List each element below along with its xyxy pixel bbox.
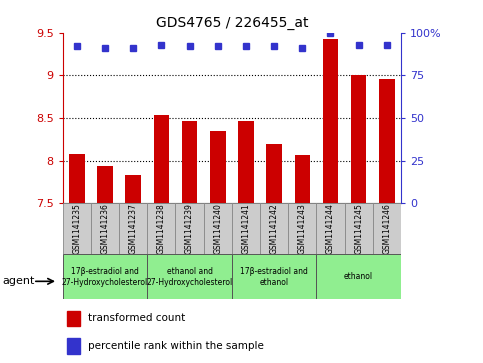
FancyBboxPatch shape — [344, 203, 373, 254]
Text: percentile rank within the sample: percentile rank within the sample — [88, 341, 264, 351]
Text: 17β-estradiol and
ethanol: 17β-estradiol and ethanol — [240, 267, 308, 287]
Bar — [210, 131, 226, 203]
Text: GSM1141243: GSM1141243 — [298, 203, 307, 254]
FancyBboxPatch shape — [147, 203, 175, 254]
FancyBboxPatch shape — [63, 254, 147, 299]
Text: GSM1141235: GSM1141235 — [72, 203, 81, 254]
Text: GSM1141242: GSM1141242 — [270, 203, 279, 254]
Bar — [182, 121, 198, 203]
FancyBboxPatch shape — [175, 203, 204, 254]
Bar — [351, 75, 367, 203]
FancyBboxPatch shape — [316, 254, 401, 299]
Bar — [238, 121, 254, 203]
Text: GSM1141236: GSM1141236 — [100, 203, 110, 254]
FancyBboxPatch shape — [316, 203, 344, 254]
Bar — [69, 154, 85, 203]
Bar — [97, 166, 113, 203]
Bar — [126, 175, 141, 203]
FancyBboxPatch shape — [232, 203, 260, 254]
Text: GSM1141246: GSM1141246 — [383, 203, 391, 254]
Title: GDS4765 / 226455_at: GDS4765 / 226455_at — [156, 16, 308, 30]
FancyBboxPatch shape — [232, 254, 316, 299]
FancyBboxPatch shape — [288, 203, 316, 254]
FancyBboxPatch shape — [260, 203, 288, 254]
FancyBboxPatch shape — [147, 254, 232, 299]
Text: ethanol and
27-Hydroxycholesterol: ethanol and 27-Hydroxycholesterol — [146, 267, 233, 287]
Text: GSM1141240: GSM1141240 — [213, 203, 222, 254]
Text: GSM1141244: GSM1141244 — [326, 203, 335, 254]
Text: GSM1141241: GSM1141241 — [242, 203, 250, 254]
FancyBboxPatch shape — [373, 203, 401, 254]
FancyBboxPatch shape — [63, 203, 91, 254]
FancyBboxPatch shape — [91, 203, 119, 254]
Text: transformed count: transformed count — [88, 313, 185, 323]
Text: GSM1141238: GSM1141238 — [157, 203, 166, 254]
FancyBboxPatch shape — [119, 203, 147, 254]
FancyBboxPatch shape — [204, 203, 232, 254]
Text: GSM1141237: GSM1141237 — [129, 203, 138, 254]
Bar — [266, 144, 282, 203]
Bar — [154, 115, 169, 203]
Text: 17β-estradiol and
27-Hydroxycholesterol: 17β-estradiol and 27-Hydroxycholesterol — [62, 267, 148, 287]
Text: GSM1141245: GSM1141245 — [354, 203, 363, 254]
Bar — [295, 155, 310, 203]
Bar — [323, 38, 338, 203]
Text: GSM1141239: GSM1141239 — [185, 203, 194, 254]
Bar — [379, 79, 395, 203]
Text: ethanol: ethanol — [344, 272, 373, 281]
Bar — [67, 338, 80, 354]
Text: agent: agent — [2, 276, 35, 286]
Bar — [67, 310, 80, 326]
